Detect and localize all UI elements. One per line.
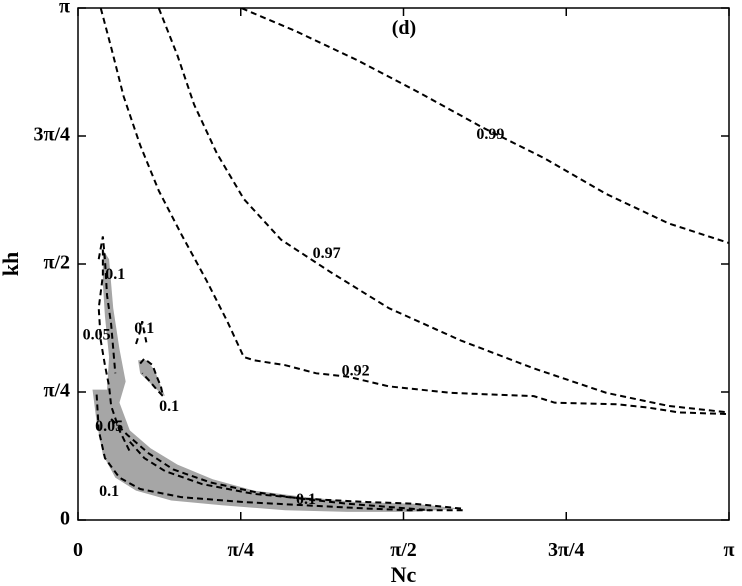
x-tick-label-2: π/2 (390, 539, 417, 561)
y-axis-label: kh (0, 252, 23, 276)
x-tick-label-4: π (724, 539, 735, 561)
x-tick-label-1: π/4 (227, 539, 254, 561)
contour-label-8: 0.1 (99, 483, 119, 500)
contour-line-2 (99, 8, 729, 416)
contour-lines (95, 7, 729, 512)
y-tick-label-3: 3π/4 (33, 124, 70, 146)
contour-line-0 (241, 7, 729, 244)
contour-line-6 (97, 249, 131, 452)
contour-label-2: 0.92 (342, 362, 370, 379)
contour-label-7: 0.05 (95, 418, 123, 435)
contour-label-1: 0.97 (313, 245, 341, 262)
contour-labels: 0.99 0.97 0.92 0.1 0.1 0.1 0.05 0.05 0.1 0.1 (83, 126, 505, 508)
contour-label-4: 0.1 (134, 320, 154, 337)
x-axis-label: Nc (391, 562, 417, 586)
contour-line-8 (95, 394, 464, 512)
shaded-region-0 (92, 249, 462, 512)
panel-label: (d) (392, 17, 416, 39)
y-tick-label-2: π/2 (43, 252, 70, 274)
y-tick-label-0: 0 (60, 508, 70, 530)
x-tick-label-3: 3π/4 (548, 539, 585, 561)
contour-line-3 (97, 236, 117, 374)
contour-line-1 (157, 7, 729, 414)
y-tick-label-1: π/4 (43, 380, 70, 402)
plot-frame (77, 7, 730, 521)
contour-label-3: 0.1 (105, 266, 125, 283)
contour-label-5: 0.1 (159, 398, 179, 415)
contour-label-9: 0.1 (296, 491, 316, 508)
shaded-region-1 (138, 360, 166, 397)
contour-line-9 (129, 441, 462, 510)
contour-label-0: 0.99 (476, 126, 504, 143)
x-tick-label-0: 0 (73, 539, 83, 561)
contour-line-4 (135, 320, 148, 345)
axis-ticks: 0 π/4 π/2 3π/4 π 0 π/4 π/2 3π/4 π (33, 0, 734, 561)
contour-label-6: 0.05 (83, 327, 111, 344)
y-tick-label-4: π (59, 0, 70, 18)
shaded-regions (92, 249, 462, 512)
contour-line-7 (110, 418, 431, 512)
